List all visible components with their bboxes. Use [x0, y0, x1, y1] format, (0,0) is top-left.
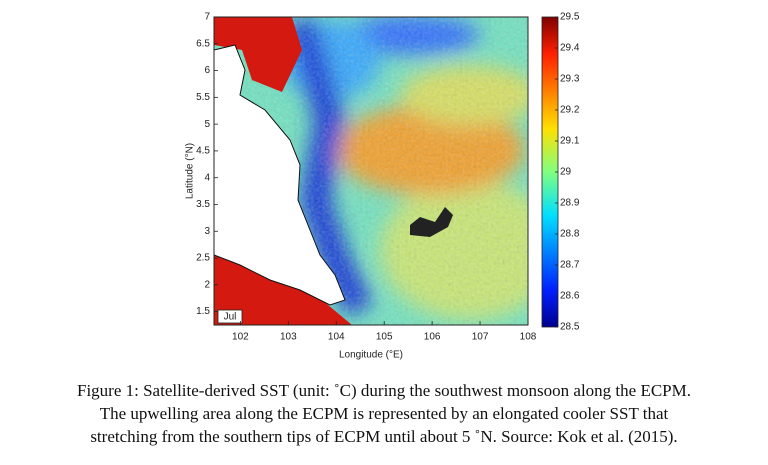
caption-line: The upwelling area along the ECPM is rep…: [100, 404, 669, 423]
x-tick-label: 106: [424, 332, 441, 343]
y-tick-label: 2.5: [196, 253, 210, 264]
panel-label: Jul: [224, 312, 237, 323]
colorbar-tick-label: 29.3: [560, 74, 580, 85]
y-tick-label: 3.5: [196, 199, 210, 210]
x-tick-label: 105: [376, 332, 393, 343]
y-tick-label: 7: [204, 12, 210, 23]
colorbar-tick-label: 28.7: [560, 260, 580, 271]
colorbar-tick-label: 28.6: [560, 291, 580, 302]
y-tick-label: 1.5: [196, 306, 210, 317]
y-tick-label: 3: [204, 226, 210, 237]
y-tick-label: 4.5: [196, 146, 210, 157]
colorbar-tick-label: 29.5: [560, 12, 580, 23]
x-axis-label: Longitude (°E): [339, 350, 403, 361]
x-tick-label: 107: [472, 332, 489, 343]
x-tick-label: 108: [520, 332, 537, 343]
caption-line: stretching from the southern tips of ECP…: [90, 427, 677, 446]
x-tick-label: 103: [280, 332, 297, 343]
panel-label-box: [217, 309, 243, 324]
colorbar-tick-label: 28.5: [560, 322, 580, 333]
colorbar-tick-label: 29: [560, 167, 572, 178]
y-axis-label: Latitude (°N): [185, 143, 196, 199]
y-tick-label: 6: [204, 65, 210, 76]
y-tick-label: 2: [204, 279, 210, 290]
x-tick-label: 102: [232, 332, 249, 343]
x-tick-label: 104: [328, 332, 345, 343]
colorbar-tick-label: 28.9: [560, 198, 580, 209]
y-tick-label: 5.5: [196, 92, 210, 103]
caption-line: Figure 1: Satellite-derived SST (unit: ˚…: [77, 381, 691, 400]
y-tick-label: 4: [204, 172, 210, 183]
colorbar-tick-label: 28.8: [560, 229, 580, 240]
colorbar-tick-label: 29.1: [560, 136, 580, 147]
plot-frame: [213, 16, 529, 326]
colorbar-tick-label: 29.2: [560, 105, 580, 116]
y-tick-label: 5: [204, 119, 210, 130]
colorbar-tick-label: 29.4: [560, 43, 580, 54]
y-tick-label: 6.5: [196, 38, 210, 49]
sst-map: [214, 17, 528, 325]
